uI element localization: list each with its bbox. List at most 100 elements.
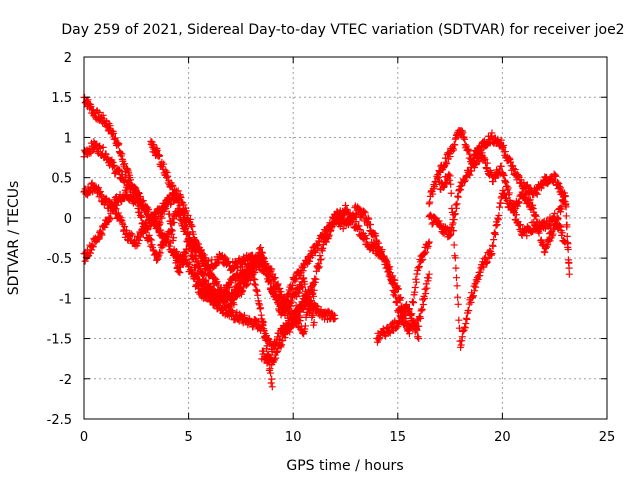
data-point	[257, 304, 265, 312]
data-point	[415, 335, 423, 343]
data-point	[133, 198, 141, 206]
data-point	[482, 253, 490, 261]
chart-title: Day 259 of 2021, Sidereal Day-to-day VTE…	[61, 22, 624, 38]
x-tick-label: 5	[184, 430, 192, 445]
data-point	[156, 219, 164, 227]
x-tick-label: 10	[285, 430, 302, 445]
data-point	[490, 236, 498, 244]
data-point	[425, 238, 433, 246]
data-point	[450, 241, 458, 249]
data-point	[500, 141, 508, 149]
data-point	[204, 257, 212, 265]
data-point	[97, 191, 105, 199]
data-point	[282, 299, 290, 307]
data-point	[412, 278, 420, 286]
data-point	[157, 226, 165, 234]
data-point	[355, 222, 363, 230]
data-point	[135, 236, 143, 244]
data-point	[488, 250, 496, 258]
data-point	[167, 226, 175, 234]
data-point	[446, 172, 454, 180]
data-point	[366, 220, 374, 228]
data-points	[80, 93, 573, 391]
y-tick-label: 2	[64, 51, 72, 66]
data-point	[452, 274, 460, 282]
data-point	[422, 248, 430, 256]
data-point	[488, 129, 496, 137]
data-point	[164, 199, 172, 207]
data-point	[483, 258, 491, 266]
data-point	[467, 298, 475, 306]
data-point	[271, 274, 279, 282]
data-point	[115, 140, 123, 148]
data-point	[418, 306, 426, 314]
data-point	[423, 284, 431, 292]
y-tick-label: -2	[59, 373, 72, 388]
data-point	[564, 245, 572, 253]
data-point	[463, 315, 471, 323]
data-point	[497, 136, 505, 144]
y-axis-label: SDTVAR / TECUs	[6, 181, 22, 296]
data-point	[504, 184, 512, 192]
data-point	[411, 319, 419, 327]
data-point	[305, 257, 313, 265]
data-point	[523, 232, 531, 240]
data-point	[425, 270, 433, 278]
data-point	[274, 348, 282, 356]
data-point	[389, 279, 397, 287]
data-point	[454, 193, 462, 201]
data-point	[267, 369, 275, 377]
data-point	[405, 305, 413, 313]
data-point	[453, 200, 461, 208]
data-point	[213, 278, 221, 286]
data-point	[312, 275, 320, 283]
data-point	[454, 300, 462, 308]
data-point	[222, 254, 230, 262]
data-point	[175, 262, 183, 270]
data-point	[391, 292, 399, 300]
data-point	[455, 316, 463, 324]
data-point	[331, 314, 339, 322]
data-point	[197, 246, 205, 254]
x-tick-label: 25	[599, 430, 616, 445]
data-point	[260, 318, 268, 326]
data-point	[142, 225, 150, 233]
y-tick-label: -1.5	[47, 333, 72, 348]
data-point	[554, 214, 562, 222]
data-point	[558, 229, 566, 237]
data-point	[156, 152, 164, 160]
data-point	[466, 150, 474, 158]
data-point	[260, 327, 268, 335]
data-point	[551, 209, 559, 217]
data-point	[565, 270, 573, 278]
data-point	[263, 262, 271, 270]
data-point	[194, 258, 202, 266]
data-point	[158, 214, 166, 222]
data-point	[532, 212, 540, 220]
x-tick-label: 20	[494, 430, 511, 445]
data-point	[416, 314, 424, 322]
data-point	[190, 246, 198, 254]
data-point	[533, 190, 541, 198]
data-point	[215, 258, 223, 266]
data-point	[251, 268, 259, 276]
data-point	[299, 267, 307, 275]
data-point	[110, 206, 118, 214]
data-point	[182, 224, 190, 232]
data-point	[138, 213, 146, 221]
data-point	[448, 208, 456, 216]
data-point	[557, 184, 565, 192]
data-point	[192, 251, 200, 259]
data-point	[472, 283, 480, 291]
data-point	[397, 294, 405, 302]
data-point	[260, 347, 268, 355]
data-point	[175, 198, 183, 206]
data-point	[170, 219, 178, 227]
y-tick-label: -2.5	[47, 413, 72, 428]
data-point	[401, 309, 409, 317]
data-point	[558, 205, 566, 213]
data-point	[449, 219, 457, 227]
data-point	[162, 205, 170, 213]
x-axis-label: GPS time / hours	[286, 458, 403, 474]
